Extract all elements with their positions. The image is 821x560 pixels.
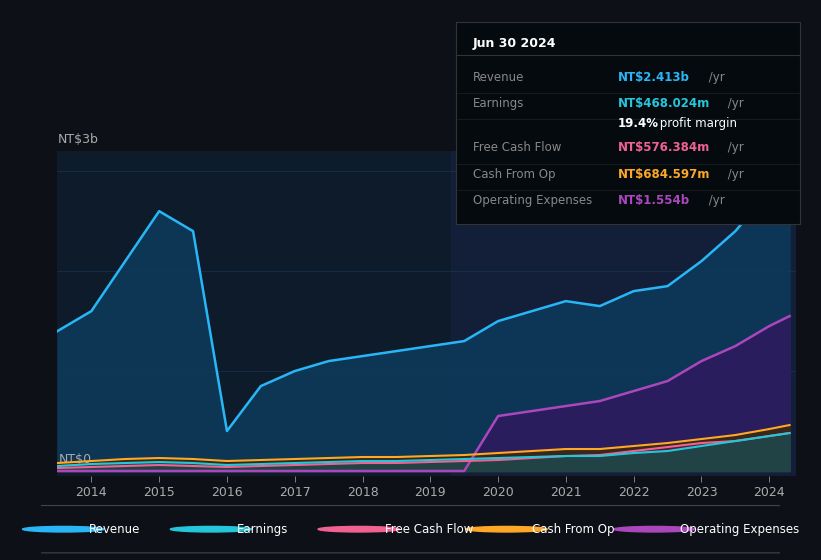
Text: NT$0: NT$0 [59,453,92,466]
Text: Revenue: Revenue [89,522,140,536]
Text: profit margin: profit margin [656,117,736,130]
Text: 19.4%: 19.4% [617,117,658,130]
Text: Operating Expenses: Operating Expenses [681,522,800,536]
Text: /yr: /yr [724,167,744,180]
Circle shape [614,526,695,532]
Text: Revenue: Revenue [473,71,525,84]
Circle shape [23,526,103,532]
Text: Earnings: Earnings [473,97,525,110]
Text: /yr: /yr [724,97,744,110]
Circle shape [466,526,548,532]
Text: Free Cash Flow: Free Cash Flow [385,522,473,536]
Text: /yr: /yr [704,194,724,207]
Text: NT$2.413b: NT$2.413b [617,71,690,84]
Text: NT$3b: NT$3b [57,133,99,146]
Bar [451,151,796,476]
Text: Earnings: Earnings [237,522,288,536]
Text: NT$468.024m: NT$468.024m [617,97,710,110]
Text: /yr: /yr [704,71,724,84]
Text: Cash From Op: Cash From Op [533,522,615,536]
Text: NT$576.384m: NT$576.384m [617,141,710,155]
Text: Operating Expenses: Operating Expenses [473,194,592,207]
Text: Free Cash Flow: Free Cash Flow [473,141,562,155]
Text: Cash From Op: Cash From Op [473,167,555,180]
Circle shape [319,526,400,532]
Text: /yr: /yr [724,141,744,155]
Text: NT$1.554b: NT$1.554b [617,194,690,207]
Circle shape [171,526,252,532]
Text: Jun 30 2024: Jun 30 2024 [473,36,557,49]
Text: NT$684.597m: NT$684.597m [617,167,710,180]
